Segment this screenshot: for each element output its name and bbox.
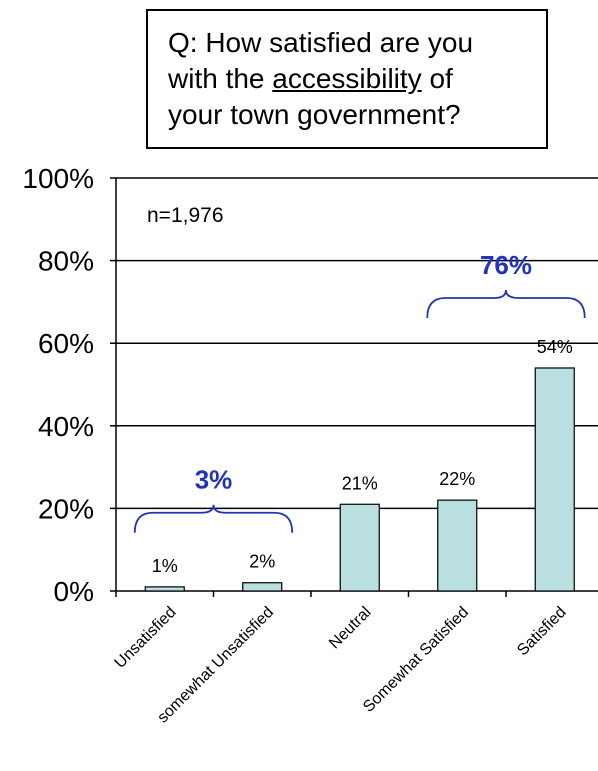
- question-line-2: with the accessibility of: [168, 61, 546, 97]
- category-label-4: Satisfied: [514, 604, 569, 659]
- y-tick-label-0: 0%: [54, 576, 94, 607]
- question-line-2-start: with the: [168, 63, 273, 94]
- bar-3: [437, 499, 478, 592]
- value-label-2: 21%: [342, 473, 378, 493]
- group-total-label-0: 3%: [195, 465, 233, 495]
- y-tick-label-40: 40%: [38, 411, 94, 442]
- value-label-3: 22%: [439, 469, 475, 489]
- group-brace-0: [133, 504, 294, 533]
- value-label-4: 54%: [537, 337, 573, 357]
- bar-4: [534, 367, 575, 592]
- question-box: Q: How satisfied are you with the access…: [146, 9, 548, 149]
- value-label-0: 1%: [152, 556, 178, 576]
- bar-1: [242, 582, 283, 592]
- y-tick-label-80: 80%: [38, 246, 94, 277]
- value-label-1: 2%: [249, 552, 275, 572]
- group-brace-1: [426, 289, 586, 318]
- question-underlined-word: accessibility: [272, 63, 422, 94]
- y-tick-label-100: 100%: [22, 163, 94, 194]
- category-label-2: Neutral: [326, 604, 374, 652]
- category-label-3: Somewhat Satisfied: [360, 604, 472, 716]
- y-tick-label-60: 60%: [38, 328, 94, 359]
- question-line-2-end: of: [421, 63, 453, 94]
- group-total-label-1: 76%: [480, 250, 532, 280]
- bar-0: [144, 586, 185, 592]
- sample-size-note: n=1,976: [147, 204, 224, 227]
- question-line-1: Q: How satisfied are you: [168, 27, 474, 58]
- y-tick-label-20: 20%: [38, 493, 94, 524]
- question-line-3: your town government?: [168, 99, 461, 130]
- bar-2: [339, 503, 380, 592]
- category-label-0: Unsatisfied: [112, 604, 180, 672]
